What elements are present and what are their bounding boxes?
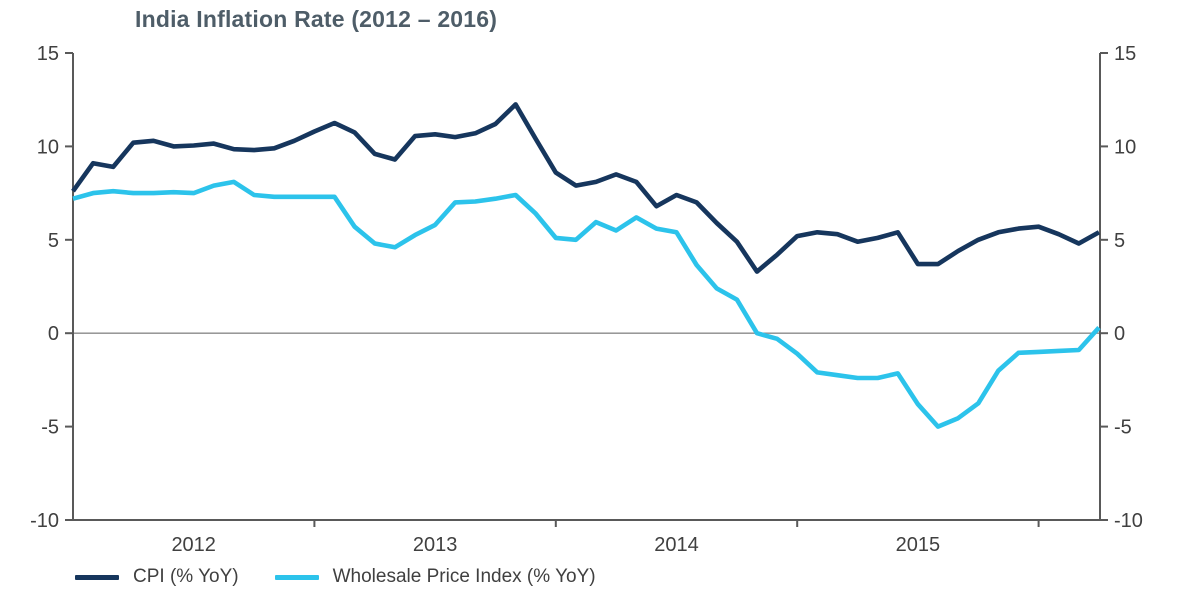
x-year-label: 2014 [654, 534, 699, 556]
chart-legend: CPI (% YoY) Wholesale Price Index (% YoY… [75, 566, 596, 588]
cpi-line [71, 102, 1101, 274]
y-tick-label-right: 0 [1114, 323, 1125, 345]
y-tick-label-left: 0 [48, 323, 59, 345]
y-tick-label-left: 5 [48, 230, 59, 252]
wpi-line-swatch [274, 574, 319, 580]
x-year-label: 2015 [896, 534, 941, 556]
cpi-line-swatch [75, 574, 119, 580]
y-tick-label-right: -5 [1114, 417, 1132, 439]
legend-item-wpi: Wholesale Price Index (% YoY) [274, 566, 596, 588]
chart-title: India Inflation Rate (2012 – 2016) [135, 6, 498, 32]
y-tick-label-right: -10 [1114, 510, 1143, 532]
y-tick-label-left: 10 [37, 136, 59, 158]
y-tick-label-right: 5 [1114, 230, 1125, 252]
y-tick-label-left: -10 [30, 510, 59, 532]
x-year-label: 2012 [171, 534, 216, 556]
y-tick-label-right: 15 [1114, 43, 1136, 65]
wpi-legend-label: Wholesale Price Index (% YoY) [332, 566, 596, 587]
y-tick-label-left: 15 [37, 43, 59, 65]
x-year-label: 2013 [413, 534, 458, 556]
legend-item-cpi: CPI (% YoY) [75, 566, 239, 588]
y-tick-label-left: -5 [41, 417, 59, 439]
cpi-legend-label: CPI (% YoY) [133, 566, 239, 587]
wpi-line [72, 179, 1101, 429]
y-tick-label-right: 10 [1114, 136, 1136, 158]
